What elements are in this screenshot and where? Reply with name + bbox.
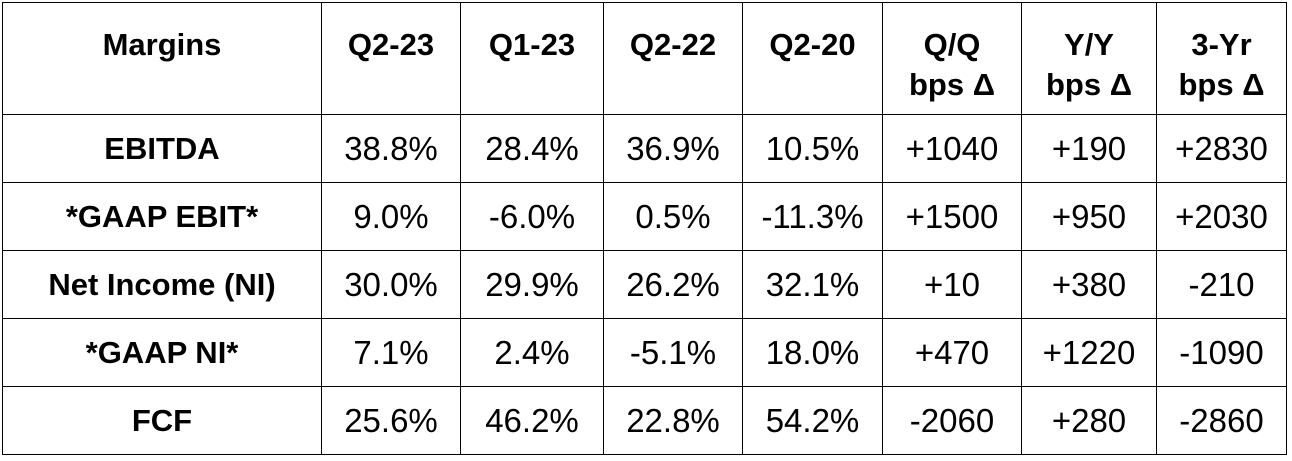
table-cell: -11.3% — [742, 182, 883, 251]
table-cell: -2060 — [882, 386, 1022, 455]
table-cell: +2830 — [1156, 114, 1287, 183]
table-cell: 7.1% — [321, 318, 461, 387]
table-cell: 36.9% — [603, 114, 743, 183]
table-cell: +1040 — [882, 114, 1022, 183]
table-cell: 18.0% — [742, 318, 883, 387]
table-cell: 26.2% — [603, 250, 743, 319]
table-cell: 28.4% — [460, 114, 604, 183]
table-cell: +1220 — [1021, 318, 1157, 387]
column-header-q2-22: Q2-22 — [603, 2, 743, 115]
table-cell: +950 — [1021, 182, 1157, 251]
table-cell: 38.8% — [321, 114, 461, 183]
column-header-qq-bps: Q/Q bps Δ — [882, 2, 1022, 115]
column-header-q1-23: Q1-23 — [460, 2, 604, 115]
table-cell: +470 — [882, 318, 1022, 387]
row-label: *GAAP EBIT* — [2, 182, 322, 251]
table-cell: 32.1% — [742, 250, 883, 319]
table-cell: 22.8% — [603, 386, 743, 455]
table-cell: -2860 — [1156, 386, 1287, 455]
table-cell: -5.1% — [603, 318, 743, 387]
table-row: FCF 25.6% 46.2% 22.8% 54.2% -2060 +280 -… — [2, 386, 1287, 455]
table-cell: +1500 — [882, 182, 1022, 251]
table-row: *GAAP EBIT* 9.0% -6.0% 0.5% -11.3% +1500… — [2, 182, 1287, 251]
table-cell: 25.6% — [321, 386, 461, 455]
table-row: *GAAP NI* 7.1% 2.4% -5.1% 18.0% +470 +12… — [2, 318, 1287, 387]
table-cell: 54.2% — [742, 386, 883, 455]
table-cell: -6.0% — [460, 182, 604, 251]
table-cell: +10 — [882, 250, 1022, 319]
column-header-q2-23: Q2-23 — [321, 2, 461, 115]
column-header-q2-20: Q2-20 — [742, 2, 883, 115]
table-cell: +380 — [1021, 250, 1157, 319]
column-header-margins: Margins — [2, 2, 322, 115]
table-cell: 0.5% — [603, 182, 743, 251]
table-cell: 29.9% — [460, 250, 604, 319]
column-header-yy-bps: Y/Y bps Δ — [1021, 2, 1157, 115]
table-cell: +280 — [1021, 386, 1157, 455]
table-cell: +190 — [1021, 114, 1157, 183]
row-label: FCF — [2, 386, 322, 455]
row-label: Net Income (NI) — [2, 250, 322, 319]
column-header-3yr-bps: 3-Yr bps Δ — [1156, 2, 1287, 115]
table-row: EBITDA 38.8% 28.4% 36.9% 10.5% +1040 +19… — [2, 114, 1287, 183]
table-cell: -1090 — [1156, 318, 1287, 387]
margins-table: Margins Q2-23 Q1-23 Q2-22 Q2-20 Q/Q bps … — [2, 2, 1287, 455]
table-cell: 10.5% — [742, 114, 883, 183]
table-cell: 46.2% — [460, 386, 604, 455]
row-label: EBITDA — [2, 114, 322, 183]
table-cell: +2030 — [1156, 182, 1287, 251]
row-label: *GAAP NI* — [2, 318, 322, 387]
table-cell: 2.4% — [460, 318, 604, 387]
table-cell: 30.0% — [321, 250, 461, 319]
header-row: Margins Q2-23 Q1-23 Q2-22 Q2-20 Q/Q bps … — [2, 2, 1287, 115]
table-row: Net Income (NI) 30.0% 29.9% 26.2% 32.1% … — [2, 250, 1287, 319]
table-cell: -210 — [1156, 250, 1287, 319]
table-cell: 9.0% — [321, 182, 461, 251]
